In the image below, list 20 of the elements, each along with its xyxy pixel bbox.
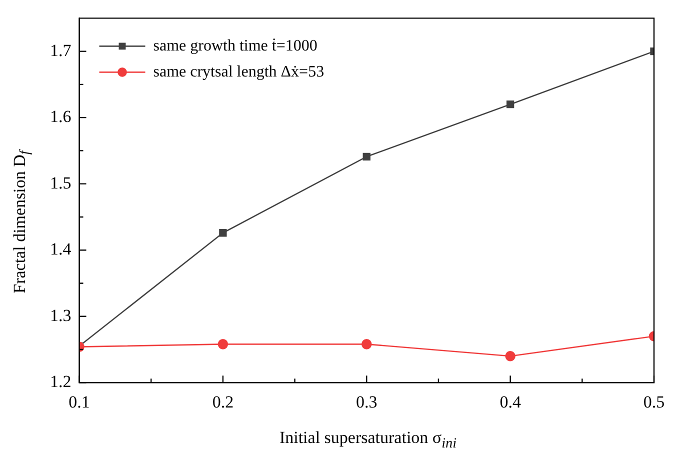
point (505, 350, 516, 362)
point (218, 339, 228, 350)
legend-label: same growth time ṫ=1000 (153, 37, 318, 54)
x-tick-label: 0.5 (643, 392, 665, 412)
y-tick-label: 1.7 (50, 40, 72, 60)
x-tick-label: 0.3 (356, 392, 378, 412)
y-tick-label: 1.3 (50, 306, 72, 325)
x-tick-label: 0.2 (212, 392, 234, 412)
y-tick-label: 1.5 (50, 173, 72, 192)
point (361, 339, 372, 350)
y-tick-label: 1.2 (50, 372, 72, 392)
y-tick-label: 1.6 (50, 107, 72, 126)
point (362, 152, 370, 161)
y-tick-label: 1.4 (50, 240, 72, 259)
x-tick-label: 0.1 (68, 392, 90, 412)
x-axis-title: Initial supersaturation σ$_{ini}$ (278, 428, 458, 452)
point (506, 100, 514, 108)
legend-label: same crytsal length Δẋ=53 (153, 63, 324, 80)
point (219, 229, 227, 237)
x-tick-label: 0.4 (500, 392, 522, 412)
